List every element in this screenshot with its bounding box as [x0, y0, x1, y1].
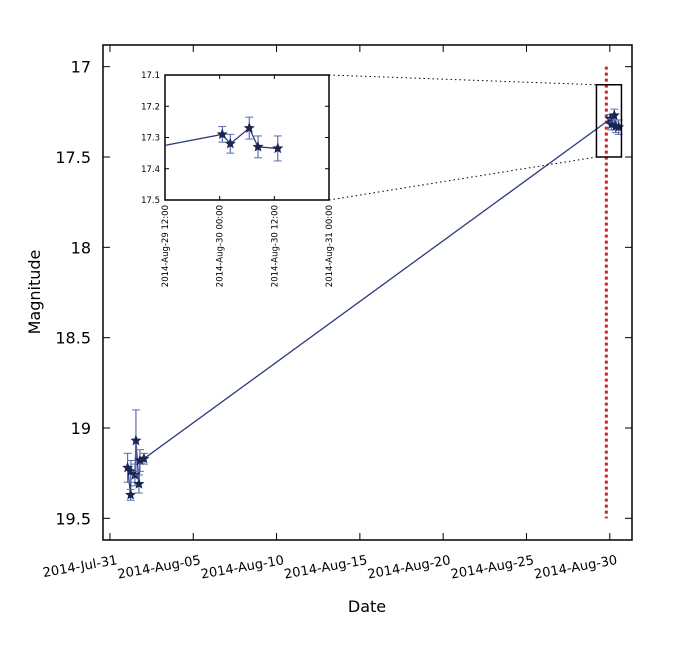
- inset-y-tick-label: 17.3: [141, 134, 160, 144]
- x-tick-label: 2014-Aug-25: [450, 553, 535, 582]
- x-tick-label: 2014-Aug-20: [366, 553, 451, 582]
- data-point: [216, 128, 228, 140]
- inset-series-line: [164, 127, 278, 150]
- y-tick-label: 18: [71, 238, 91, 257]
- data-point: [608, 109, 620, 121]
- zoom-region-box: [595, 83, 623, 158]
- inset-x-tick-label: 2014-Aug-30 12:00: [270, 205, 280, 287]
- data-point: [138, 452, 150, 464]
- x-tick-label: 2014-Aug-15: [283, 553, 368, 582]
- connector-line: [328, 74, 597, 86]
- data-point: [252, 141, 264, 152]
- x-tick-label: 2014-Aug-10: [200, 553, 285, 582]
- y-tick-label: 17.5: [55, 148, 91, 167]
- plot-area: [102, 44, 633, 541]
- data-point: [125, 489, 137, 500]
- inset-y-tick-label: 17.1: [141, 71, 160, 81]
- x-tick-label: 2014-Aug-30: [533, 553, 618, 582]
- data-point: [243, 122, 255, 133]
- y-tick-label: 18.5: [55, 329, 91, 348]
- inset-x-tick-label: 2014-Aug-29 12:00: [161, 205, 171, 287]
- connector-line: [328, 156, 597, 201]
- inset-y-tick-label: 17.4: [141, 165, 160, 175]
- inset-data-series: [164, 116, 284, 162]
- inset-x-tick-label: 2014-Aug-30 00:00: [216, 205, 226, 287]
- data-series: [122, 108, 625, 501]
- x-tick-label: 2014-Aug-05: [117, 553, 202, 582]
- data-point: [224, 137, 236, 149]
- inset-y-tick-label: 17.2: [141, 102, 160, 112]
- y-axis-label: Magnitude: [25, 250, 44, 335]
- data-point: [130, 434, 142, 446]
- data-point: [272, 142, 284, 154]
- data-point: [133, 478, 145, 489]
- inset-x-tick-label: 2014-Aug-31 00:00: [325, 205, 335, 287]
- y-tick-label: 19: [71, 419, 91, 438]
- inset-plot-area: [164, 74, 330, 201]
- x-tick-label: 2014-Jul-31: [42, 553, 119, 581]
- inset-y-tick-label: 17.5: [141, 196, 160, 206]
- y-tick-label: 19.5: [55, 509, 91, 528]
- x-axis-label: Date: [348, 597, 386, 616]
- y-tick-label: 17: [71, 58, 91, 77]
